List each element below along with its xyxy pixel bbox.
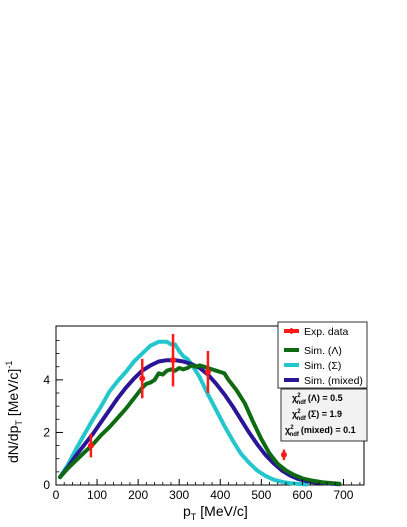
y-tick-label: 0 — [43, 478, 50, 492]
x-tick-label: 100 — [87, 488, 107, 502]
y-axis-title: dN/dpT[MeV/c]-1 — [4, 361, 24, 463]
series-line-sim-lambda — [58, 363, 342, 486]
y-tick-label: 4 — [43, 373, 50, 387]
legend-exp-data-label: Exp. data — [304, 326, 349, 338]
series-line-sim-sigma — [58, 339, 309, 487]
x-tick-label: 200 — [128, 488, 148, 502]
curves — [58, 339, 342, 487]
x-tick-label: 600 — [292, 488, 312, 502]
x-tick-label: 0 — [53, 488, 60, 502]
exp-marker — [87, 442, 94, 449]
x-tick-label: 500 — [251, 488, 271, 502]
axes: 0 100 200 300 400 500 600 700 0 2 4 — [43, 340, 361, 502]
exp-data-point — [204, 350, 211, 394]
x-tick-label: 400 — [210, 488, 230, 502]
exp-marker — [170, 357, 177, 364]
legend-sim-sigma-label: Sim. (Σ) — [304, 360, 341, 372]
exp-data-point — [280, 449, 287, 461]
y-tick-label: 2 — [43, 425, 50, 439]
legend: Exp. data Sim. (Λ) Sim. (Σ) Sim. (mixed) — [277, 321, 368, 389]
exp-data-point — [87, 433, 94, 458]
x-axis-title: pT [MeV/c] — [183, 503, 248, 522]
legend-item-sim-mixed: Sim. (mixed) — [284, 375, 363, 387]
legend-item-sim-sigma: Sim. (Σ) — [284, 360, 341, 372]
exp-marker — [280, 451, 287, 458]
chi2-line-mixed: χ2 ndf (mixed) = 0.1 — [285, 425, 356, 438]
legend-sim-lambda-label: Sim. (Λ) — [304, 345, 342, 357]
exp-marker — [204, 368, 211, 375]
legend-item-sim-lambda: Sim. (Λ) — [284, 345, 342, 357]
exp-data-point — [139, 358, 146, 399]
exp-data-point — [170, 333, 177, 387]
x-tick-label: 700 — [333, 488, 353, 502]
chi2-box-frame — [280, 388, 368, 442]
chi2-line-sigma: χ2 ndf (Σ) = 1.9 — [292, 409, 342, 422]
exp-data-points — [87, 333, 287, 461]
chi2-line-lambda: χ2 ndf (Λ) = 0.5 — [292, 393, 343, 406]
legend-sim-mixed-label: Sim. (mixed) — [304, 375, 363, 387]
legend-item-exp-data: Exp. data — [284, 326, 349, 338]
chi2-box: χ2 ndf (Λ) = 0.5 χ2 ndf (Σ) = 1.9 χ2 ndf (mixe… — [280, 388, 368, 442]
exp-marker — [139, 375, 146, 382]
x-tick-label: 300 — [169, 488, 189, 502]
